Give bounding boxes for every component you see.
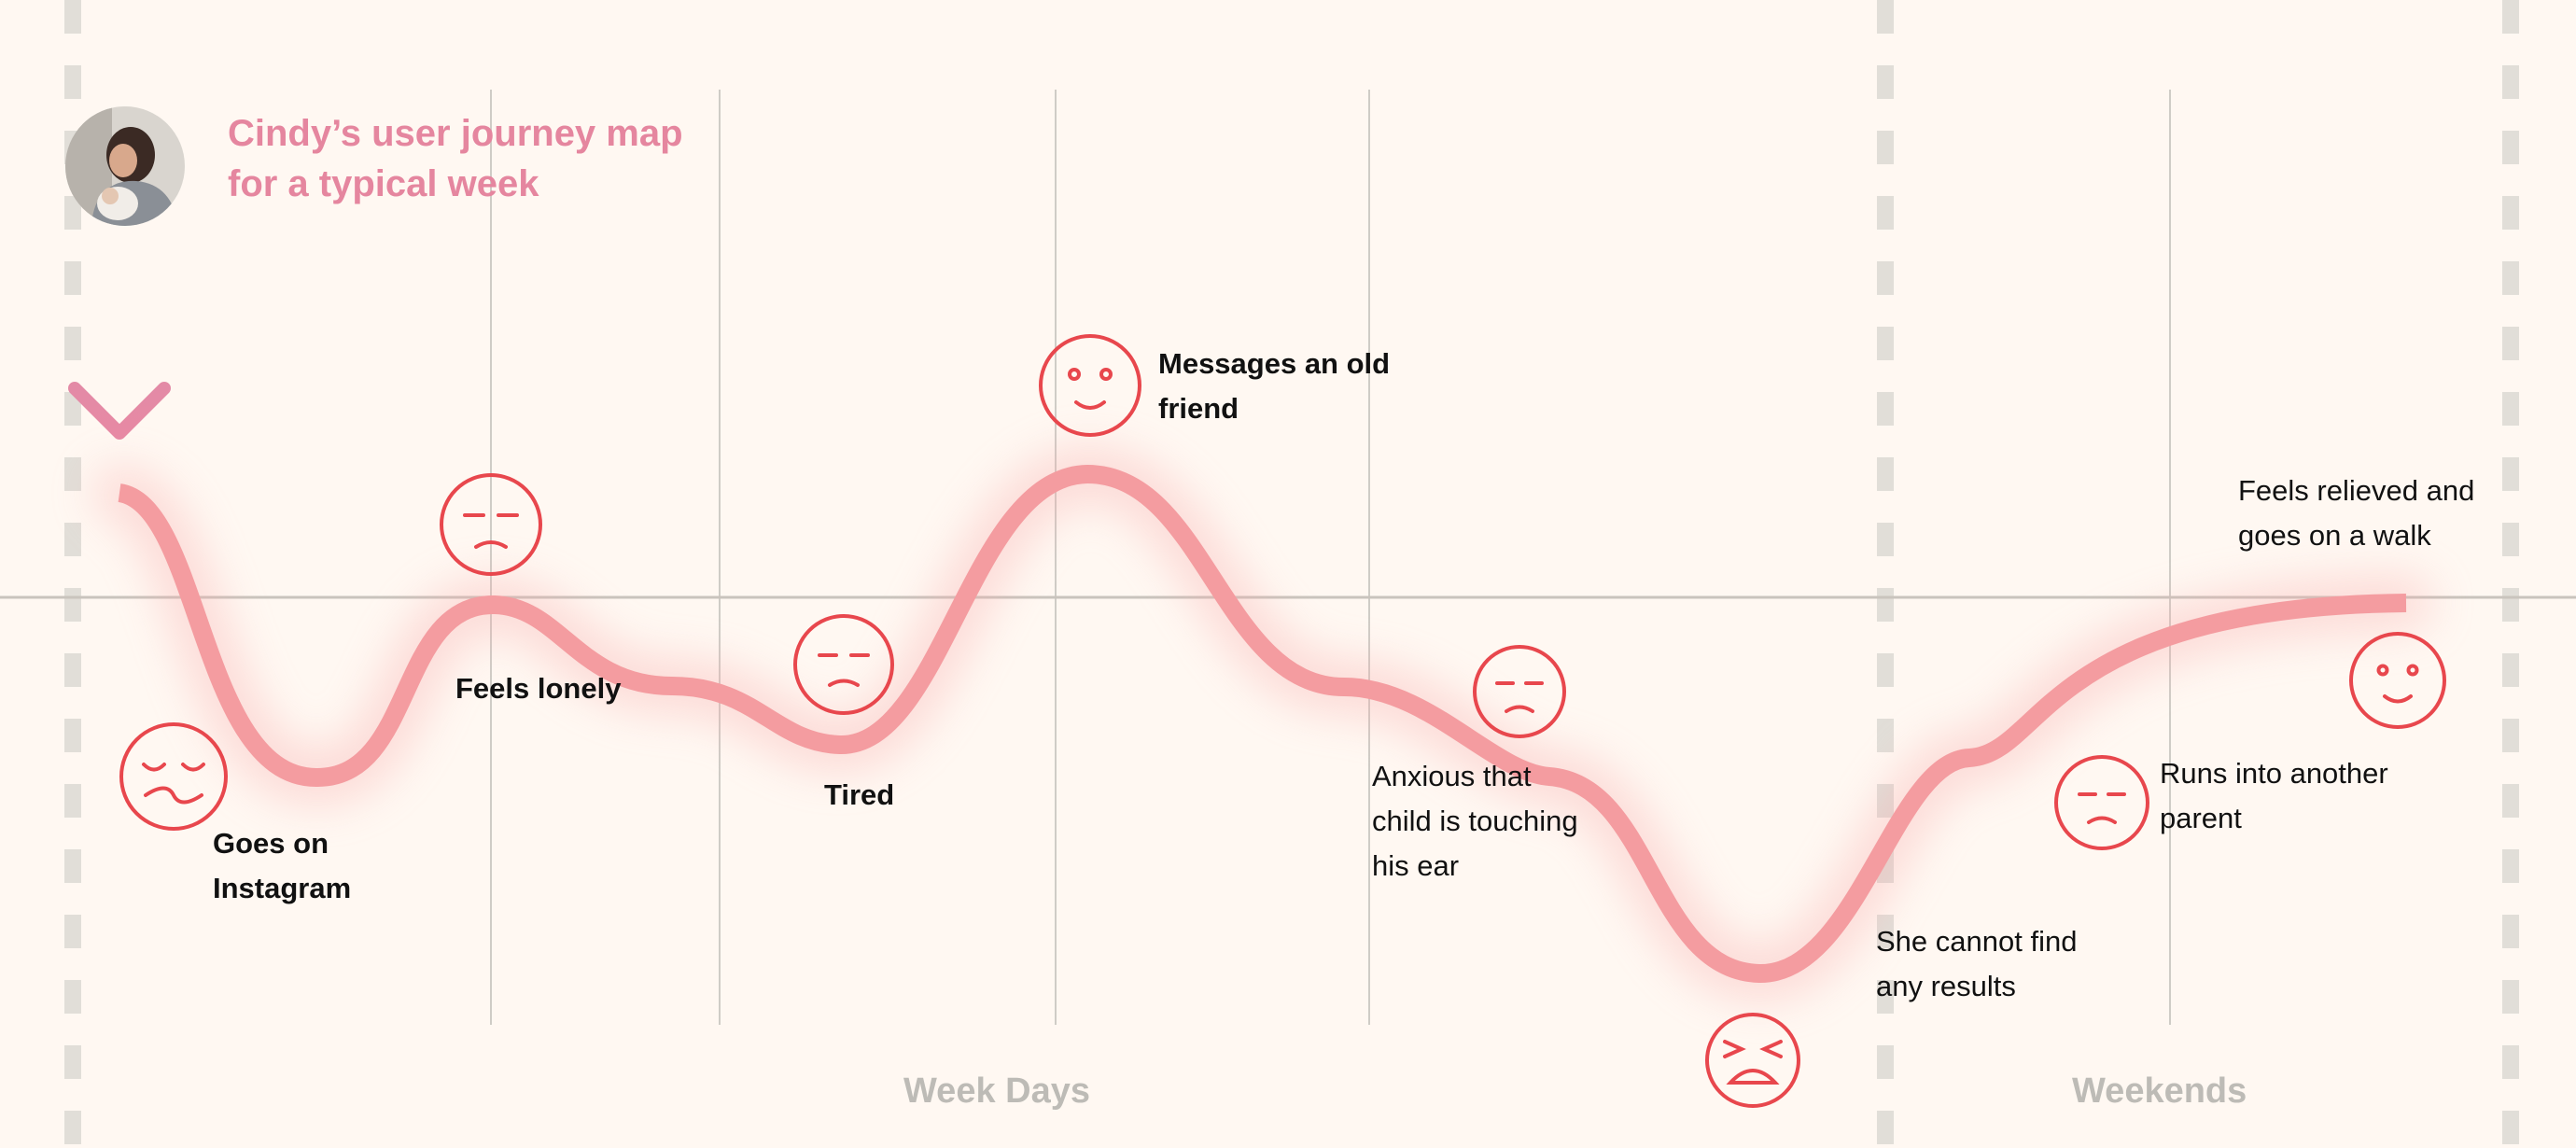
event-label-cannot-find-results: She cannot find any results: [1876, 925, 2078, 1002]
section-label-week-days: Week Days: [903, 1071, 1090, 1111]
event-label-runs-into-parent: Runs into another parent: [2160, 757, 2388, 834]
event-label-anxious: Anxious that child is touching his ear: [1372, 760, 1578, 882]
frown-face-icon: [440, 473, 542, 576]
frown-face-icon: [1473, 645, 1566, 738]
day-gridlines: [490, 90, 2171, 1025]
user-avatar: [65, 106, 185, 226]
start-arrow-icon: [68, 255, 171, 440]
emotion-curve-glow: [93, 448, 2432, 1001]
event-label-feels-relieved: Feels relieved and goes on a walk: [2238, 474, 2475, 552]
event-label-messages-friend: Messages an old friend: [1158, 347, 1391, 425]
smile-face-icon: [1039, 334, 1141, 437]
frown-face-icon: [2054, 755, 2149, 850]
section-label-weekends: Weekends: [2072, 1071, 2247, 1111]
emotion-curve: [93, 448, 2432, 1001]
event-label-tired: Tired: [824, 778, 895, 811]
emotion-curve-line: [117, 465, 2407, 984]
event-label-goes-on-instagram: Goes on Instagram: [213, 827, 352, 904]
event-label-feels-lonely: Feels lonely: [455, 672, 622, 705]
smile-face-icon: [2349, 632, 2446, 729]
angry-face-icon: [1705, 1013, 1800, 1108]
sad-face-icon: [119, 722, 228, 831]
frown-face-icon: [793, 614, 894, 715]
page-title: Cindy’s user journey map for a typical w…: [228, 113, 683, 204]
